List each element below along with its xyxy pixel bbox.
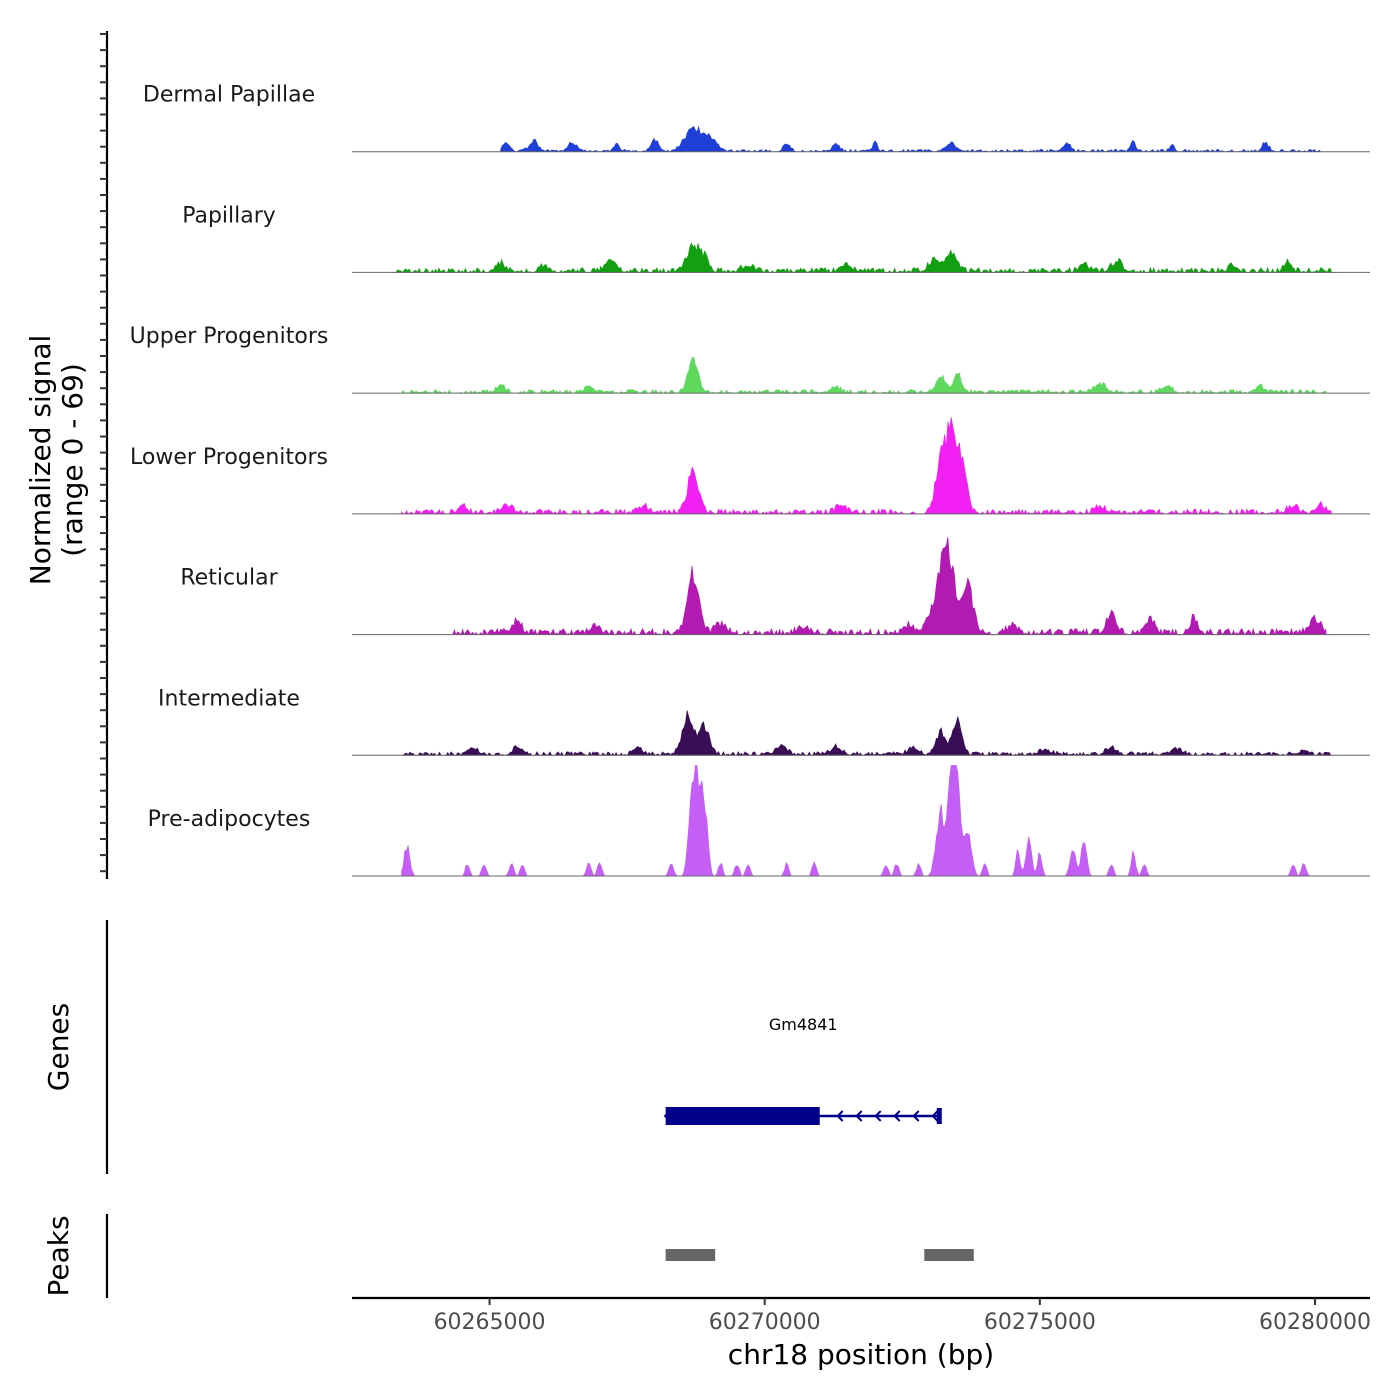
strand-arrow — [874, 1110, 882, 1122]
y-axis-title-line2: (range 0 - 69) — [56, 363, 89, 557]
strand-arrow — [931, 1110, 939, 1122]
strand-arrow — [893, 1110, 901, 1122]
x-tick-label: 60275000 — [984, 1310, 1096, 1335]
x-axis-title: chr18 position (bp) — [728, 1338, 994, 1371]
coverage-track: Papillary — [182, 203, 1370, 274]
signal-y-axis — [100, 31, 109, 879]
gene-exon — [665, 1107, 820, 1125]
coverage-track: Lower Progenitors — [130, 417, 1370, 515]
x-tick-label: 60280000 — [1259, 1310, 1371, 1335]
track-label: Upper Progenitors — [130, 324, 329, 349]
peaks-track-label: Peaks — [42, 1215, 75, 1296]
track-label: Papillary — [182, 203, 276, 228]
coverage-area — [500, 125, 1322, 153]
y-axis-title-line1: Normalized signal — [24, 335, 57, 586]
track-label: Dermal Papillae — [143, 83, 315, 108]
peak-region — [924, 1249, 974, 1261]
coverage-tracks: Dermal Papillae Papillary Upper Progenitor… — [130, 83, 1370, 877]
coverage-track: Dermal Papillae — [143, 83, 1370, 153]
coverage-area — [401, 417, 1332, 515]
track-label: Reticular — [180, 566, 278, 591]
genes-track-label: Genes — [42, 1003, 75, 1091]
track-label: Lower Progenitors — [130, 445, 328, 470]
coverage-area — [401, 710, 1332, 756]
signal-y-ticks — [100, 33, 107, 873]
genes-panel: Genes Gm4841 — [42, 920, 942, 1174]
x-tick-label: 60265000 — [434, 1310, 546, 1335]
strand-arrow — [663, 1110, 670, 1122]
x-axis: 60265000 60270000 60275000 60280000 — [352, 1296, 1371, 1335]
track-label: Pre-adipocytes — [148, 807, 311, 832]
peak-region — [665, 1249, 716, 1261]
coverage-track: Upper Progenitors — [130, 324, 1370, 394]
gene-models: Gm4841 — [663, 1015, 942, 1125]
strand-arrow — [912, 1110, 920, 1122]
track-label: Intermediate — [158, 686, 300, 711]
coverage-area — [395, 242, 1332, 274]
gene-exon — [936, 1108, 942, 1124]
peak-regions — [665, 1249, 974, 1261]
strand-arrow — [836, 1110, 844, 1122]
x-ticks: 60265000 60270000 60275000 60280000 — [434, 1298, 1371, 1335]
coverage-area — [401, 765, 1315, 877]
coverage-track: Reticular — [180, 536, 1370, 636]
x-tick-label: 60270000 — [709, 1310, 821, 1335]
peaks-panel: Peaks — [42, 1214, 974, 1298]
gene-name: Gm4841 — [769, 1015, 838, 1034]
coverage-track: Pre-adipocytes — [148, 765, 1370, 877]
coverage-area — [451, 536, 1327, 636]
coverage-area — [400, 356, 1327, 394]
coverage-track: Intermediate — [158, 686, 1370, 756]
gene-model: Gm4841 — [663, 1015, 942, 1125]
strand-arrow — [855, 1110, 863, 1122]
